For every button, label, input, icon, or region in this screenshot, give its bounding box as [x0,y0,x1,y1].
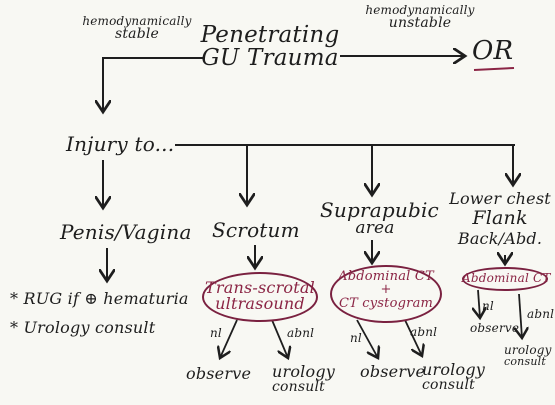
branch-suprapubic-title: Suprapubic area [320,198,439,238]
edge-label-stable: hemodynamically stable [82,14,192,42]
or-underline [473,67,515,71]
arrow-ct2-abnl [519,293,522,338]
branch-header: Injury to... [66,132,175,156]
or-destination: OR [472,36,514,66]
suprapubic-edge-abnl: abnl [410,325,438,339]
lowerchest-test: Abdominal CT [462,271,551,285]
arrow-ct-nl [356,319,378,358]
arrow-ct-abnl [404,319,422,356]
suprapubic-edge-nl: nl [350,331,362,345]
branch-lowerchest-title: Lower chest Flank Back/Abd. [449,189,551,249]
scrotum-result-observe: observe [186,364,252,383]
scrotum-result-consult: urology consult [272,362,336,395]
scrotum-test-ellipse [202,272,318,322]
suprapubic-test-ellipse [330,265,442,323]
lowerchest-result-observe: observe [470,321,520,335]
root-node: Penetrating GU Trauma [200,22,340,71]
lowerchest-result-consult: urology consult [504,343,552,368]
lowerchest-test-ellipse [462,267,548,291]
branch-penis-bullet-rug: * RUG if ⊕ hematuria [10,289,189,308]
suprapubic-result-consult: urology consult [422,360,486,393]
scrotum-test: Trans-scrotal ultrasound [205,278,315,313]
edge-label-unstable: hemodynamically unstable [365,3,475,31]
suprapubic-result-observe: observe [360,362,426,381]
arrow-us-abnl [271,319,288,358]
arrow-ct2-nl [478,289,480,318]
arrow-root-to-injury [103,57,205,112]
lowerchest-edge-abnl: abnl [527,307,555,321]
scrotum-edge-nl: nl [210,326,222,340]
scrotum-edge-abnl: abnl [287,326,315,340]
arrow-us-nl [220,319,238,358]
branch-scrotum-title: Scrotum [212,218,300,242]
branch-penis-bullet-consult: * Urology consult [10,318,156,337]
branch-penis-vagina-title: Penis/Vagina [60,220,192,244]
lowerchest-edge-nl: nl [482,299,494,313]
suprapubic-test: Abdominal CT + CT cystogram [338,269,434,312]
